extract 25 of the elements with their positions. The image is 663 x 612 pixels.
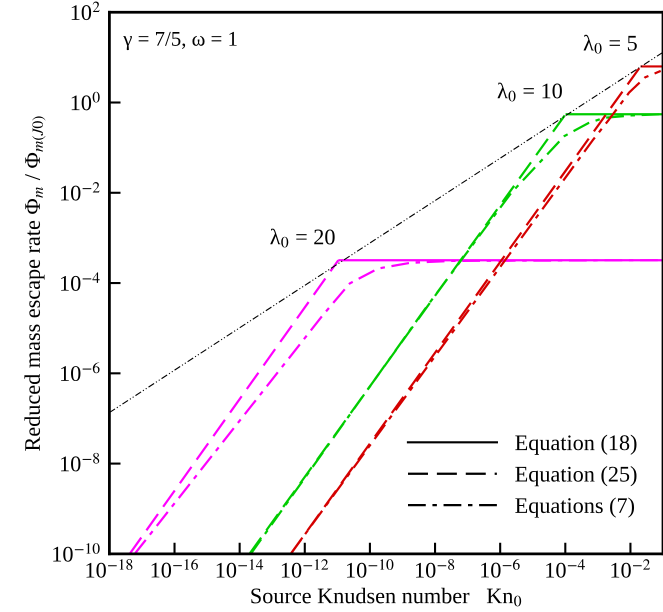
- y-tick-label: 10$^{0}$: [72, 92, 100, 110]
- y-tick-label: 10$^{−6}$: [61, 362, 100, 382]
- x-tick-label: 10$^{−10}$: [346, 559, 394, 578]
- y-tick-label: 10$^{−10}$: [53, 543, 100, 562]
- y-tick-label: 10$^{2}$: [72, 2, 100, 20]
- annotation: λ$_{0}$ = 5: [584, 34, 637, 54]
- x-tick-label: 10$^{−18}$: [86, 559, 132, 578]
- x-axis-title: Source Knudsen number Kn$_{0}$: [251, 588, 522, 606]
- annotation: Equation (25): [515, 466, 636, 486]
- x-tick-label: 10$^{−4}$: [546, 559, 585, 578]
- x-tick-label: 10$^{−8}$: [416, 559, 454, 578]
- x-tick-label: 10$^{−2}$: [611, 559, 650, 578]
- x-tick-label: 10$^{−14}$: [216, 559, 264, 578]
- annotation: Equations (7): [515, 497, 634, 518]
- y-axis-title: Reduced mass escape rate Φ$_{m}$ / Φ$_{m(J0)}$: [24, 116, 46, 451]
- y-tick-label: 10$^{−2}$: [61, 182, 100, 201]
- annotation: Equation (18): [515, 434, 636, 455]
- x-tick-label: 10$^{−12}$: [282, 559, 328, 578]
- y-tick-label: 10$^{−8}$: [61, 452, 100, 472]
- y-tick-label: 10$^{−4}$: [61, 272, 100, 291]
- x-tick-label: 10$^{−16}$: [152, 558, 198, 578]
- annotation: γ = 7/5, ω = 1: [123, 32, 237, 50]
- annotation: λ$_{0}$ = 10: [498, 82, 562, 102]
- annotation: λ$_{0}$ = 20: [270, 228, 335, 248]
- x-tick-label: 10$^{−6}$: [481, 558, 520, 578]
